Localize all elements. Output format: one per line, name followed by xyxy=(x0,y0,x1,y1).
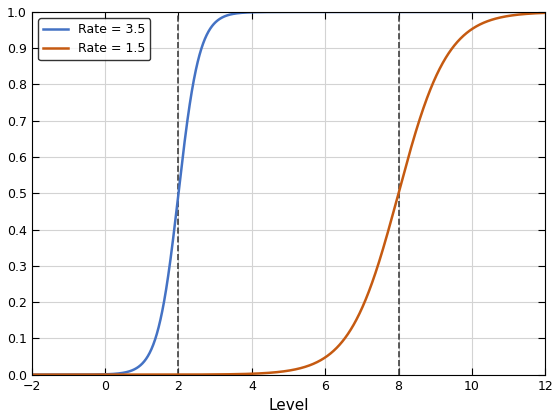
Rate = 1.5 xyxy=(433,74,440,79)
Rate = 3.5 xyxy=(55,372,62,377)
Rate = 1.5 xyxy=(264,370,271,375)
Rate = 1.5 xyxy=(29,372,35,377)
Rate = 1.5 xyxy=(526,11,533,16)
Rate = 1.5 xyxy=(527,11,534,16)
Line: Rate = 1.5: Rate = 1.5 xyxy=(32,13,545,375)
Rate = 3.5 xyxy=(433,9,440,14)
Legend: Rate = 3.5, Rate = 1.5: Rate = 3.5, Rate = 1.5 xyxy=(38,18,151,60)
Line: Rate = 3.5: Rate = 3.5 xyxy=(32,12,545,375)
Rate = 3.5 xyxy=(526,9,533,14)
Rate = 3.5 xyxy=(540,9,547,14)
Rate = 1.5 xyxy=(542,10,549,16)
Rate = 3.5 xyxy=(278,9,285,14)
Rate = 3.5 xyxy=(542,9,549,14)
Rate = 3.5 xyxy=(527,9,534,14)
Rate = 3.5 xyxy=(29,372,35,377)
Rate = 1.5 xyxy=(278,369,285,374)
Rate = 3.5 xyxy=(264,10,271,15)
Rate = 1.5 xyxy=(55,372,62,377)
X-axis label: Level: Level xyxy=(268,398,309,413)
